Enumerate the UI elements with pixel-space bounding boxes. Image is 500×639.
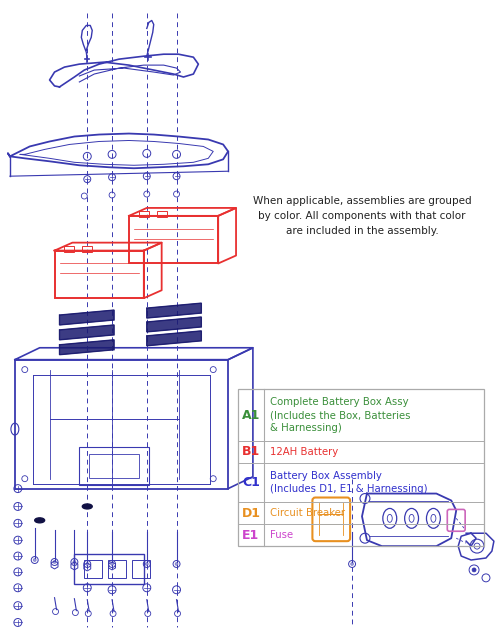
Bar xyxy=(90,454,139,478)
Circle shape xyxy=(73,560,76,564)
Bar xyxy=(108,560,126,578)
Text: E1: E1 xyxy=(242,528,260,542)
Polygon shape xyxy=(60,325,114,340)
Bar xyxy=(80,447,149,484)
Circle shape xyxy=(110,562,114,566)
Text: Circuit Breaker: Circuit Breaker xyxy=(270,509,345,518)
Text: C1: C1 xyxy=(242,476,260,489)
Text: Fuse: Fuse xyxy=(270,530,293,540)
Bar xyxy=(84,560,102,578)
Circle shape xyxy=(53,560,56,564)
Text: B1: B1 xyxy=(242,445,260,458)
Bar xyxy=(15,360,228,489)
Text: Complete Battery Box Assy
(Includes the Box, Batteries
& Harnessing): Complete Battery Box Assy (Includes the … xyxy=(270,397,410,433)
Bar xyxy=(132,560,150,578)
Bar xyxy=(139,211,149,217)
Bar xyxy=(82,245,92,252)
Ellipse shape xyxy=(82,504,92,509)
Bar xyxy=(64,245,74,252)
Circle shape xyxy=(86,562,89,566)
Circle shape xyxy=(350,562,354,566)
Polygon shape xyxy=(60,340,114,355)
Ellipse shape xyxy=(34,518,44,523)
Bar xyxy=(54,250,144,298)
Text: When applicable, assemblies are grouped
by color. All components with that color: When applicable, assemblies are grouped … xyxy=(252,196,472,236)
Text: A1: A1 xyxy=(242,409,260,422)
Circle shape xyxy=(146,562,148,566)
Text: 12AH Battery: 12AH Battery xyxy=(270,447,338,457)
Polygon shape xyxy=(147,331,202,346)
Polygon shape xyxy=(60,310,114,325)
Bar xyxy=(74,554,144,584)
Text: Battery Box Assembly
(Includes D1, E1 & Harnessing): Battery Box Assembly (Includes D1, E1 & … xyxy=(270,471,428,494)
Bar xyxy=(238,389,484,546)
Circle shape xyxy=(33,558,36,562)
Polygon shape xyxy=(147,317,202,332)
Text: D1: D1 xyxy=(242,507,260,520)
Bar xyxy=(156,211,166,217)
Polygon shape xyxy=(147,303,202,318)
Bar xyxy=(129,216,218,263)
Circle shape xyxy=(175,562,178,566)
Circle shape xyxy=(472,568,476,572)
